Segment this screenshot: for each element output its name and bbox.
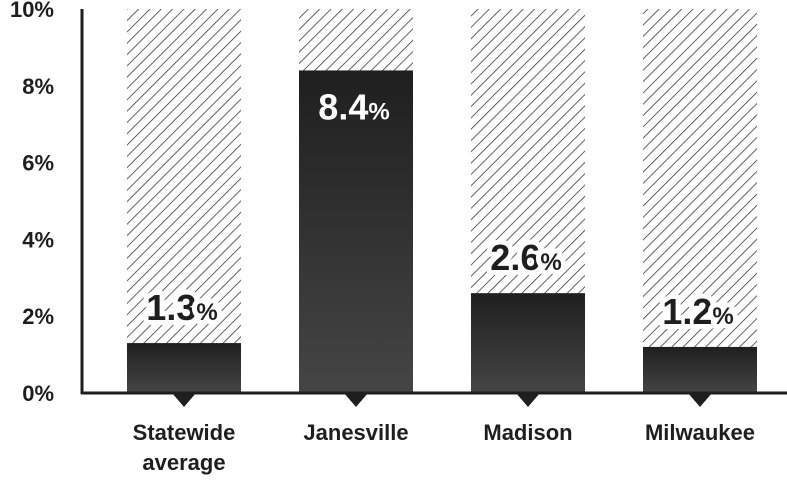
y-tick-label: 4%: [22, 227, 54, 252]
bar: [643, 346, 757, 393]
category-label: Madison: [483, 420, 572, 445]
y-tick-label: 10%: [10, 0, 54, 22]
y-tick-label: 2%: [22, 304, 54, 329]
category-marker: [516, 393, 540, 407]
y-tick-label: 0%: [22, 381, 54, 406]
bar: [127, 343, 241, 393]
bar-background: [643, 9, 757, 393]
category-label: Statewide average: [133, 420, 236, 475]
bar-background: [127, 9, 241, 393]
y-tick-label: 6%: [22, 151, 54, 176]
category-label: Milwaukee: [645, 420, 755, 445]
value-labels: 1.3% 8.4% 2.6% 1.2%: [141, 86, 738, 336]
category-marker: [172, 393, 196, 407]
value-label: 1.3%: [146, 287, 217, 328]
value-label: 1.2%: [662, 291, 733, 332]
hatched-backgrounds: [127, 9, 757, 393]
bars: [127, 70, 757, 393]
category-label: Janesville: [303, 420, 408, 445]
category-labels: Statewide average Janesville Madison Milwauk…: [133, 420, 755, 475]
y-axis-ticks: 0% 2% 4% 6% 8% 10%: [10, 0, 54, 406]
category-markers: [172, 393, 712, 407]
category-marker: [344, 393, 368, 407]
value-label: 8.4%: [318, 86, 389, 127]
value-label: 2.6%: [490, 237, 561, 278]
y-tick-label: 8%: [22, 74, 54, 99]
bar: [471, 293, 585, 393]
category-marker: [688, 393, 712, 407]
bar: [299, 70, 413, 393]
